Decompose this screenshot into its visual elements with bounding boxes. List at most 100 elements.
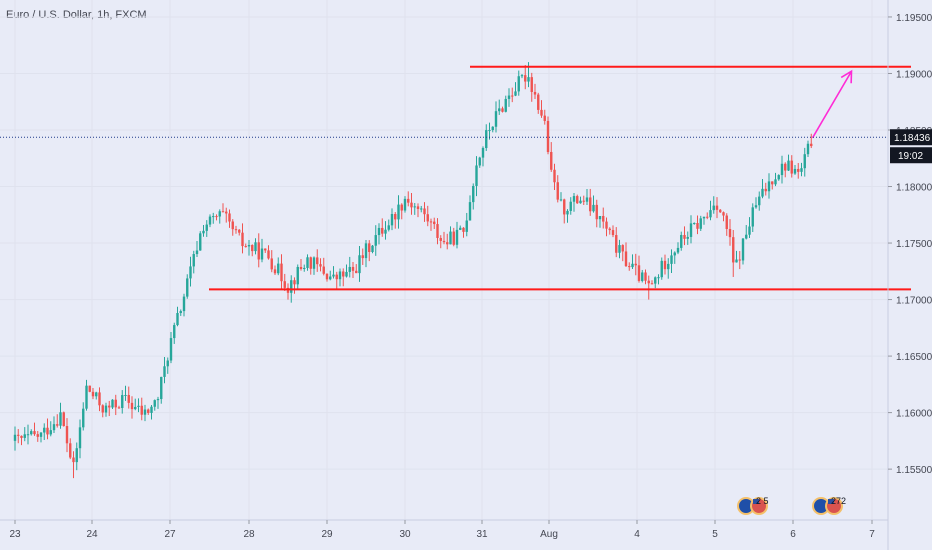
countdown-badge [890, 147, 932, 164]
candle [582, 195, 585, 206]
candle [325, 273, 329, 282]
candle-body [810, 143, 813, 147]
candle-body [231, 221, 234, 230]
candle [140, 397, 143, 421]
candle-body [572, 196, 576, 202]
candle-body [384, 229, 387, 234]
candle-body [351, 266, 355, 271]
candle [446, 233, 449, 250]
candle-body [153, 400, 156, 407]
candle-body [693, 222, 696, 224]
candle [39, 432, 43, 443]
candle-body [462, 227, 465, 232]
candle [374, 225, 377, 256]
projection-arrow-head [840, 69, 853, 84]
candle [524, 65, 527, 90]
candle [208, 214, 212, 228]
candle [725, 213, 728, 236]
candle-body [309, 257, 312, 269]
candle [764, 182, 767, 196]
candle [101, 404, 104, 418]
candle-body [631, 263, 634, 268]
candle-body [280, 263, 283, 282]
candle-body [400, 204, 403, 211]
candle [403, 196, 407, 213]
candle [676, 242, 680, 255]
candle [654, 276, 657, 289]
candle-body [218, 211, 221, 217]
candle [501, 106, 504, 113]
candle-body [192, 254, 195, 267]
candle-body [634, 263, 637, 266]
candle-body [273, 269, 277, 274]
candle-body [176, 313, 179, 326]
candle-body [111, 399, 114, 408]
candle-body [491, 126, 494, 131]
candle [530, 72, 533, 102]
candle [556, 175, 559, 203]
candle-body [680, 234, 683, 248]
candle-body [215, 216, 218, 218]
price-tick-label: 1.17000 [896, 296, 932, 307]
candle-body [670, 255, 673, 264]
candle [735, 250, 738, 263]
candle-body [23, 434, 26, 438]
price-axis: 1.195001.190001.185001.180001.175001.170… [887, 0, 932, 550]
candle [303, 264, 306, 272]
candle [234, 225, 238, 234]
candle [416, 203, 420, 218]
candle-body [478, 157, 481, 166]
candle [504, 95, 507, 113]
candle [137, 398, 140, 413]
candle-body [186, 278, 189, 297]
candle [696, 215, 699, 235]
candle-body [803, 154, 806, 169]
candle-body [663, 260, 667, 270]
eu-us-flags-icon[interactable]: 2 5 [737, 496, 769, 515]
candle [758, 191, 761, 211]
candle-body [322, 266, 325, 274]
candle [546, 116, 550, 155]
candle-body [104, 405, 108, 413]
candle [260, 238, 264, 263]
candle-body [559, 199, 563, 201]
candle-body [325, 273, 329, 280]
candle-body [381, 227, 384, 234]
candle-body [624, 251, 628, 267]
candle [709, 200, 712, 221]
candle [585, 188, 589, 205]
candle-body [225, 211, 228, 214]
price-tick-label: 1.16000 [896, 409, 932, 420]
candle-body [436, 224, 439, 238]
candle-body [566, 210, 569, 215]
candle [624, 242, 628, 267]
candle [95, 391, 98, 400]
candle-body [550, 151, 553, 170]
candle [663, 254, 667, 275]
candle-body [338, 271, 342, 280]
candle-body [543, 115, 546, 121]
candle-body [124, 394, 127, 396]
candle [273, 265, 277, 275]
candle-body [683, 234, 686, 239]
candle-body [494, 111, 498, 127]
candle [553, 163, 556, 190]
candle-body [797, 168, 800, 172]
candle [225, 207, 228, 223]
candle-body [283, 281, 286, 288]
candle-body [501, 108, 504, 112]
candle-body [615, 235, 618, 253]
candle [683, 226, 686, 246]
candle [628, 262, 631, 271]
candle-body [647, 280, 650, 284]
candle [264, 248, 267, 253]
eu-us-flags-icon[interactable]: 272 [812, 496, 846, 515]
candle-body [241, 232, 244, 247]
candle-body [767, 181, 771, 192]
candle-body [169, 338, 173, 361]
time-tick-label: 28 [243, 529, 255, 540]
candle [345, 264, 348, 278]
candle [498, 99, 501, 115]
candle-body [452, 231, 455, 245]
